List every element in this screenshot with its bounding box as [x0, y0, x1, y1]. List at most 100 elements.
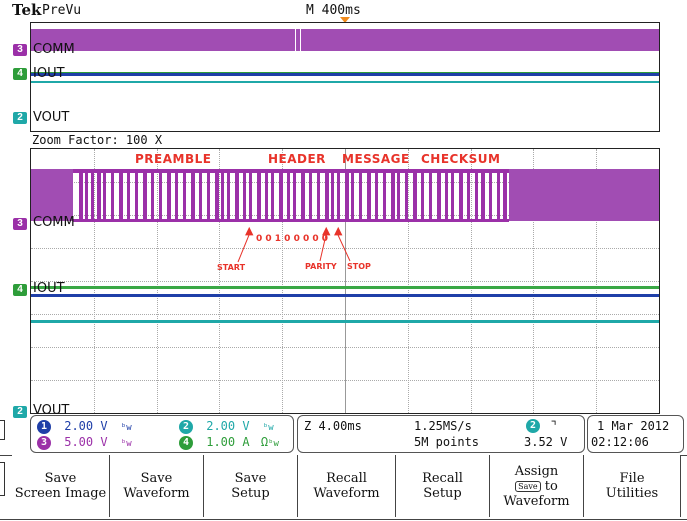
date-readout: 1 Mar 2012 — [597, 419, 670, 433]
comm-pulse — [199, 169, 202, 221]
overview-comm-trace — [31, 29, 659, 51]
annotation-stop: STOP — [347, 262, 371, 271]
save-waveform-button[interactable]: Save Waveform — [110, 455, 204, 517]
comm-pulse — [383, 169, 386, 221]
button-line2: Screen Image — [14, 486, 107, 501]
button-line1: Save — [234, 471, 267, 486]
comm-pulse-train — [31, 149, 659, 229]
assign-save-to-waveform-button[interactable]: Assign Save to Waveform — [490, 455, 584, 517]
trigger-slope-icon: ⌝ — [550, 418, 558, 432]
grid-hline — [31, 380, 659, 381]
save-screen-image-button[interactable]: Save Screen Image — [12, 455, 110, 517]
comm-pulse — [97, 169, 101, 221]
iout-trace-blue — [31, 294, 659, 297]
zoom-factor-label: Zoom Factor: 100 X — [32, 133, 163, 147]
stop-arrow-icon: ▲ — [334, 224, 343, 237]
comm-pulse — [467, 169, 470, 221]
comm-pulse — [111, 169, 114, 221]
button-line2: Setup — [231, 486, 270, 501]
bandwidth-icon: ᵇw — [120, 423, 132, 433]
comm-pulse — [151, 169, 154, 221]
recall-setup-button[interactable]: Recall Setup — [396, 455, 490, 517]
button-line1: Save — [140, 471, 173, 486]
datetime-box[interactable]: 1 Mar 2012 02:12:06 — [587, 415, 684, 453]
comm-pulse — [227, 169, 230, 221]
zoom-label-vout: VOUT — [33, 403, 70, 418]
ch4-badge: 4 — [179, 435, 193, 450]
comm-pulse — [451, 169, 454, 221]
comm-pulse — [475, 169, 478, 221]
acq-mode: PreVu — [42, 3, 82, 18]
trigger-channel-badge: 2 — [526, 419, 540, 433]
comm-pulse — [489, 169, 492, 221]
comm-pulse — [135, 169, 138, 221]
comm-pulse — [413, 169, 417, 221]
left-edge-bracket — [0, 420, 5, 440]
overview-tag-iout: 4 — [13, 68, 27, 80]
ch3-scale: 5.00 V — [64, 435, 108, 449]
zoom-tag-iout: 4 — [13, 284, 27, 296]
button-line2: Save to — [503, 479, 569, 494]
overview-iout-trace-green — [31, 72, 659, 73]
comm-pulse — [445, 169, 448, 221]
bandwidth-icon: ᵇw — [262, 423, 274, 433]
ch4-scale: 1.00 A — [206, 435, 250, 449]
comm-pulse — [191, 169, 195, 221]
comm-pulse — [429, 169, 432, 221]
zoom-tag-comm: 3 — [13, 218, 27, 230]
comm-pulse — [317, 169, 320, 221]
comm-pulse — [235, 169, 239, 221]
save-setup-button[interactable]: Save Setup — [204, 455, 298, 517]
comm-pulse — [375, 169, 378, 221]
annotation-checksum: CHECKSUM — [421, 152, 501, 166]
ch4-unit-suffix: Ω — [260, 435, 269, 449]
file-utilities-button[interactable]: File Utilities — [584, 455, 681, 517]
grid-hline — [31, 347, 659, 348]
zoom-tag-vout: 2 — [13, 406, 27, 418]
horizontal-readout-box[interactable]: Z 4.00ms 1.25MS/s 5M points 2 ⌝ 3.52 V — [297, 415, 585, 453]
channel-readout-box[interactable]: 1 2.00 V ᵇw 2 2.00 V ᵇw 3 5.00 V ᵇw 4 1.… — [30, 415, 294, 453]
comm-pulse — [119, 169, 123, 221]
comm-pulse — [85, 169, 88, 221]
recall-waveform-button[interactable]: Recall Waveform — [298, 455, 396, 517]
button-line2-text: to — [544, 478, 558, 494]
overview-label-vout: VOUT — [33, 110, 70, 125]
comm-pulse — [257, 169, 261, 221]
ch2-scale: 2.00 V — [206, 419, 250, 433]
comm-pulse — [359, 169, 362, 221]
ch1-scale: 2.00 V — [64, 419, 108, 433]
comm-pulse — [397, 169, 400, 221]
sample-rate-readout: 1.25MS/s — [414, 419, 472, 433]
comm-pulse — [265, 169, 268, 221]
record-length-readout: 5M points — [414, 435, 480, 449]
comm-pulse — [337, 169, 340, 221]
trigger-position-marker — [340, 17, 350, 23]
comm-pulse — [287, 169, 290, 221]
button-line1: Recall — [326, 471, 367, 486]
comm-burst-left — [31, 169, 73, 221]
comm-pulse — [221, 169, 224, 221]
annotation-bits: 0 0 1 0 0 0 0 0 — [256, 234, 329, 244]
overview-label-iout: IOUT — [33, 66, 65, 81]
button-line2: Utilities — [605, 486, 659, 501]
comm-pulse — [301, 169, 305, 221]
overview-tag-vout: 2 — [13, 112, 27, 124]
comm-pulse — [309, 169, 312, 221]
annotation-preamble: PREAMBLE — [135, 152, 212, 166]
ch2-badge: 2 — [179, 419, 193, 434]
comm-pulse — [345, 169, 349, 221]
annotation-parity: PARITY — [305, 262, 337, 271]
zoom-time-readout: Z 4.00ms — [304, 419, 362, 433]
comm-pulse — [167, 169, 171, 221]
comm-pulse — [103, 169, 106, 221]
comm-pulse — [79, 169, 83, 221]
time-readout: 02:12:06 — [591, 435, 649, 449]
comm-pulse — [279, 169, 283, 221]
comm-pulse — [351, 169, 354, 221]
save-key-icon: Save — [515, 480, 541, 492]
brand-logo: Tek — [12, 1, 42, 19]
ch3-badge: 3 — [37, 435, 51, 450]
button-line2: Waveform — [123, 486, 190, 501]
comm-burst-right — [509, 169, 659, 221]
